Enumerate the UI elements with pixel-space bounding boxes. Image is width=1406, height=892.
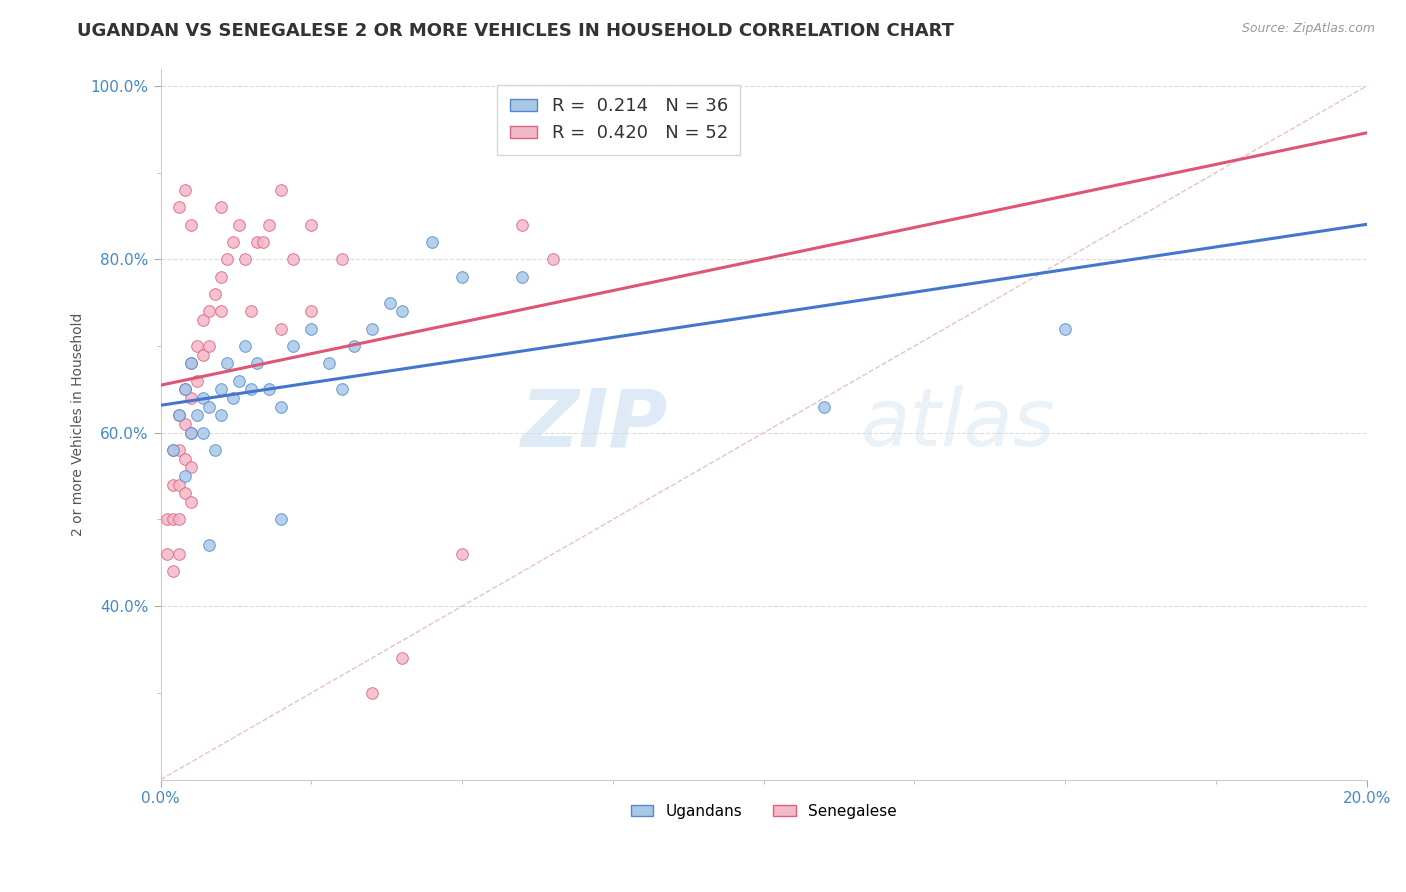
- Point: [420, 235, 443, 249]
- Point: [198, 339, 221, 353]
- Point: [204, 443, 226, 458]
- Point: [180, 218, 202, 232]
- Point: [162, 443, 184, 458]
- Point: [180, 356, 202, 370]
- Point: [198, 400, 221, 414]
- Point: [191, 313, 214, 327]
- Point: [541, 252, 564, 267]
- Point: [391, 304, 413, 318]
- Point: [1054, 321, 1077, 335]
- Point: [283, 339, 305, 353]
- Text: ZIP: ZIP: [520, 385, 668, 463]
- Point: [156, 512, 179, 526]
- Point: [228, 374, 250, 388]
- Point: [167, 443, 190, 458]
- Text: atlas: atlas: [860, 385, 1054, 463]
- Point: [451, 547, 474, 561]
- Point: [156, 547, 179, 561]
- Point: [162, 565, 184, 579]
- Point: [173, 383, 195, 397]
- Point: [180, 356, 202, 370]
- Point: [186, 374, 208, 388]
- Point: [173, 183, 195, 197]
- Point: [299, 321, 322, 335]
- Point: [173, 417, 195, 431]
- Point: [209, 409, 232, 423]
- Point: [167, 409, 190, 423]
- Point: [162, 443, 184, 458]
- Point: [173, 383, 195, 397]
- Point: [209, 200, 232, 214]
- Point: [186, 409, 208, 423]
- Point: [215, 356, 238, 370]
- Point: [360, 321, 382, 335]
- Point: [240, 383, 263, 397]
- Point: [198, 539, 221, 553]
- Point: [180, 495, 202, 509]
- Point: [270, 512, 292, 526]
- Point: [222, 235, 245, 249]
- Point: [180, 460, 202, 475]
- Point: [209, 269, 232, 284]
- Point: [180, 425, 202, 440]
- Point: [257, 218, 280, 232]
- Point: [299, 218, 322, 232]
- Point: [270, 183, 292, 197]
- Point: [512, 218, 534, 232]
- Point: [167, 477, 190, 491]
- Point: [246, 356, 269, 370]
- Point: [215, 252, 238, 267]
- Point: [378, 295, 401, 310]
- Point: [330, 383, 353, 397]
- Point: [180, 425, 202, 440]
- Text: UGANDAN VS SENEGALESE 2 OR MORE VEHICLES IN HOUSEHOLD CORRELATION CHART: UGANDAN VS SENEGALESE 2 OR MORE VEHICLES…: [77, 22, 955, 40]
- Point: [360, 686, 382, 700]
- Point: [162, 512, 184, 526]
- Point: [233, 339, 256, 353]
- Point: [318, 356, 340, 370]
- Point: [209, 304, 232, 318]
- Point: [342, 339, 364, 353]
- Point: [204, 287, 226, 301]
- Point: [191, 348, 214, 362]
- Point: [246, 235, 269, 249]
- Point: [167, 512, 190, 526]
- Point: [391, 651, 413, 665]
- Point: [173, 469, 195, 483]
- Point: [173, 451, 195, 466]
- Point: [330, 252, 353, 267]
- Point: [270, 400, 292, 414]
- Point: [512, 269, 534, 284]
- Point: [191, 391, 214, 405]
- Point: [228, 218, 250, 232]
- Point: [283, 252, 305, 267]
- Point: [198, 304, 221, 318]
- Point: [451, 269, 474, 284]
- Point: [167, 409, 190, 423]
- Point: [209, 383, 232, 397]
- Text: Source: ZipAtlas.com: Source: ZipAtlas.com: [1241, 22, 1375, 36]
- Point: [167, 200, 190, 214]
- Point: [162, 477, 184, 491]
- Point: [257, 383, 280, 397]
- Point: [240, 304, 263, 318]
- Point: [180, 391, 202, 405]
- Point: [233, 252, 256, 267]
- Point: [186, 339, 208, 353]
- Point: [191, 425, 214, 440]
- Point: [299, 304, 322, 318]
- Point: [222, 391, 245, 405]
- Point: [167, 547, 190, 561]
- Point: [252, 235, 274, 249]
- Point: [813, 400, 835, 414]
- Y-axis label: 2 or more Vehicles in Household: 2 or more Vehicles in Household: [72, 312, 86, 536]
- Point: [173, 486, 195, 500]
- Legend: Ugandans, Senegalese: Ugandans, Senegalese: [624, 798, 903, 825]
- Point: [270, 321, 292, 335]
